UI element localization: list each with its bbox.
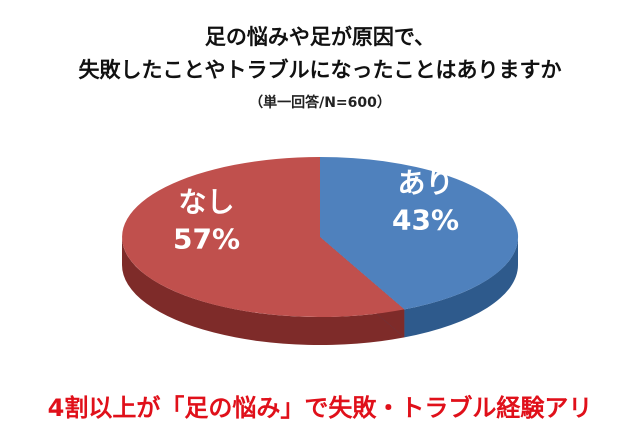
slice-label-nashi: なし [178, 186, 234, 219]
pie-slice-ari [320, 157, 519, 310]
slice-value-nashi: 57% [173, 223, 240, 256]
chart-title-line-1: 足の悩みや足が原因で、 [204, 25, 436, 49]
slice-label-ari: あり [397, 166, 453, 199]
pie-side-nashi-0 [122, 237, 405, 346]
footer-message: 4割以上が「足の悩み」で失敗・トラブル経験アリ [47, 394, 593, 422]
chart-title-line-2: 失敗したことやトラブルになったことはありますか [78, 58, 562, 82]
pie-slice-nashi [122, 157, 405, 317]
chart-subtitle: （単一回答/N=600） [249, 95, 391, 111]
pie-side-ari-0 [404, 237, 518, 338]
slice-value-ari: 43% [392, 203, 459, 236]
